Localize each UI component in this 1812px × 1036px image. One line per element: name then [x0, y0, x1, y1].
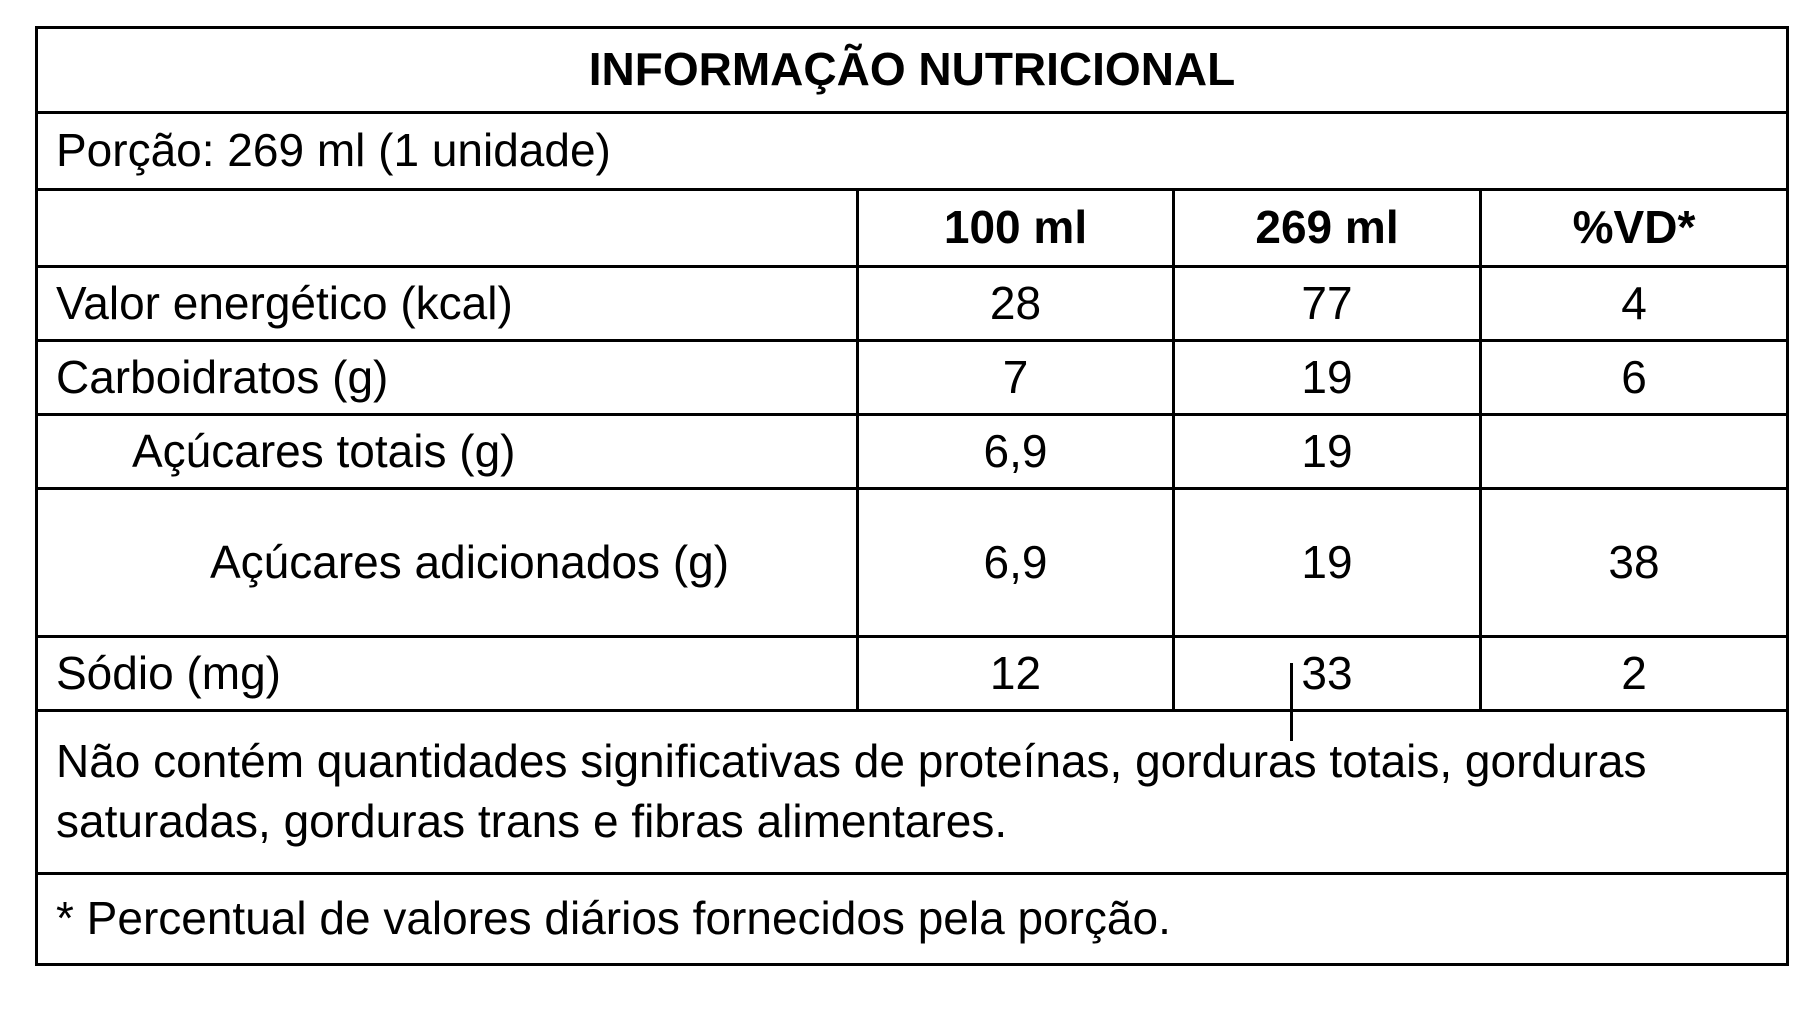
nutrient-value: 19: [1172, 339, 1482, 416]
nutrient-value: [1479, 413, 1789, 490]
nutrient-row: Açúcares adicionados (g) 6,9 19 38: [35, 487, 1789, 638]
nutrient-label: Valor energético (kcal): [35, 265, 859, 342]
nutrient-value: 77: [1172, 265, 1482, 342]
nutrient-value: 6: [1479, 339, 1789, 416]
nutrient-value: 6,9: [856, 413, 1175, 490]
header-cell: %VD*: [1479, 188, 1789, 268]
nutrition-table: INFORMAÇÃO NUTRICIONAL Porção: 269 ml (1…: [35, 26, 1789, 966]
nutrient-value: 19: [1172, 487, 1482, 638]
nutrient-row: Valor energético (kcal) 28 77 4: [35, 265, 1789, 342]
note: Não contém quantidades significativas de…: [35, 709, 1789, 875]
nutrient-value: 28: [856, 265, 1175, 342]
stray-line: [1290, 663, 1293, 741]
nutrient-row: Açúcares totais (g) 6,9 19: [35, 413, 1789, 490]
nutrient-value: 2: [1479, 635, 1789, 712]
nutrient-value: 7: [856, 339, 1175, 416]
nutrient-value: 19: [1172, 413, 1482, 490]
portion: Porção: 269 ml (1 unidade): [35, 111, 1789, 191]
nutrient-value: 12: [856, 635, 1175, 712]
nutrient-row: Carboidratos (g) 7 19 6: [35, 339, 1789, 416]
header-cell: 269 ml: [1172, 188, 1482, 268]
table-title: INFORMAÇÃO NUTRICIONAL: [35, 26, 1789, 114]
nutrient-label: Carboidratos (g): [35, 339, 859, 416]
header-cell: 100 ml: [856, 188, 1175, 268]
nutrient-value: 4: [1479, 265, 1789, 342]
header-cell: [35, 188, 859, 268]
header-row: 100 ml 269 ml %VD*: [35, 188, 1789, 268]
nutrient-label: Açúcares adicionados (g): [35, 487, 859, 638]
nutrient-row: Sódio (mg) 12 33 2: [35, 635, 1789, 712]
footnote: * Percentual de valores diários fornecid…: [35, 872, 1789, 966]
nutrient-value: 38: [1479, 487, 1789, 638]
nutrient-label: Sódio (mg): [35, 635, 859, 712]
nutrient-value: 6,9: [856, 487, 1175, 638]
nutrient-label: Açúcares totais (g): [35, 413, 859, 490]
nutrient-value: 33: [1172, 635, 1482, 712]
